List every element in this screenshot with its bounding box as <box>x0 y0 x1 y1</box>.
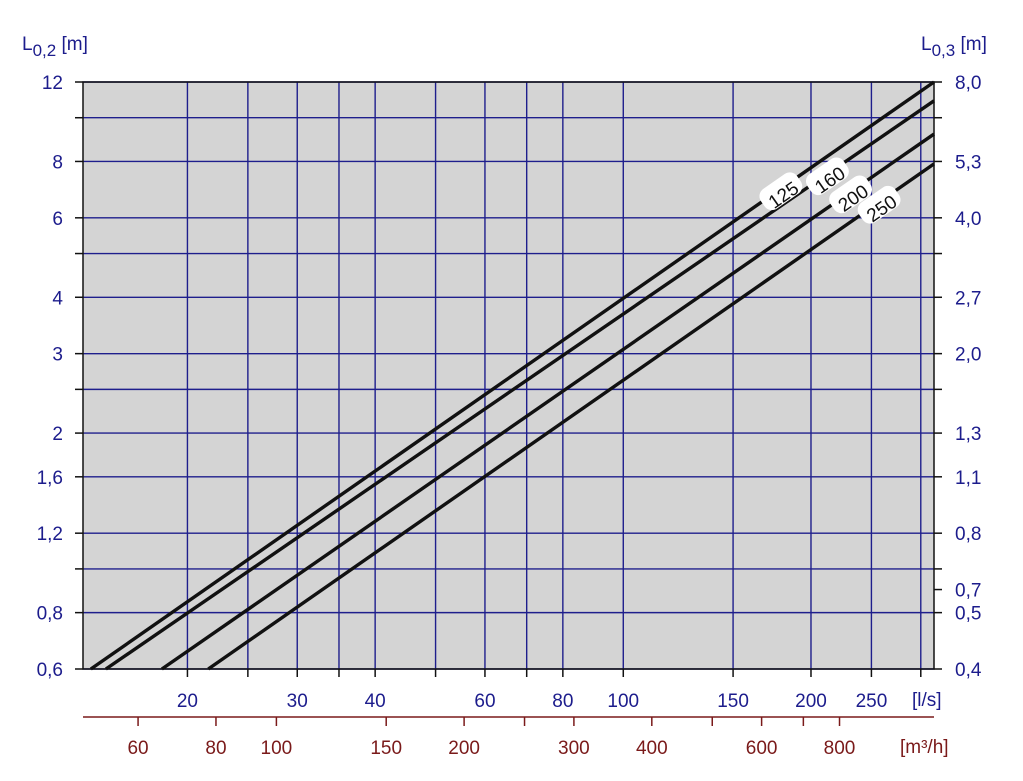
x-tick-label: 20 <box>177 691 198 712</box>
right-tick-label: 5,3 <box>955 152 981 173</box>
left-axis-title: L0,2 [m] <box>22 34 88 60</box>
series-label-bg-125 <box>759 172 803 211</box>
x-tick-label: 250 <box>856 691 888 712</box>
right-axis-symbol: L <box>921 34 932 55</box>
left-tick-label: 2 <box>52 424 63 445</box>
left-axis-subscript: 0,2 <box>33 41 57 60</box>
left-tick-label: 0,8 <box>37 604 63 625</box>
left-axis-symbol: L <box>22 34 33 55</box>
series-line-160 <box>104 99 935 671</box>
x-axis-unit: [l/s] <box>912 690 942 711</box>
series-line-200 <box>160 132 935 671</box>
right-tick-label: 0,7 <box>955 581 981 602</box>
series-line-250 <box>207 162 935 671</box>
right-tick-label: 2,0 <box>955 345 981 366</box>
series-label-bg-160 <box>805 157 849 196</box>
x-tick-label: 40 <box>365 691 386 712</box>
x2-tick-label: 200 <box>448 738 480 759</box>
right-tick-label: 1,3 <box>955 424 981 445</box>
series-label-bg-200 <box>829 175 872 214</box>
right-tick-label: 1,1 <box>955 468 981 489</box>
right-axis-unit: [m] <box>955 34 987 55</box>
right-axis-ticks: 0,4 0,50,7 0,8 1,1 1,3 2,0 2,7 4,0 5,3 8,0 <box>934 73 982 681</box>
right-tick-label: 0,4 <box>955 660 982 681</box>
left-tick-label: 1,2 <box>37 524 63 545</box>
plot-frame <box>82 81 935 670</box>
left-tick-label: 8 <box>52 152 63 173</box>
left-axis-ticks: 0,6 0,8 1,2 1,6 2 3 4 6 8 12 <box>37 73 83 681</box>
right-tick-label: 2,7 <box>955 288 981 309</box>
x2-tick-label: 150 <box>370 738 402 759</box>
x-tick-label: 60 <box>474 691 495 712</box>
series-label-bg-250 <box>857 185 901 224</box>
right-axis-subscript: 0,3 <box>932 41 956 60</box>
x-tick-label: 200 <box>795 691 827 712</box>
left-tick-label: 3 <box>52 345 63 366</box>
bottom-axis-ticks: 20 30 40 60 80 100 150 200 250 <box>177 669 922 712</box>
x2-tick-label: 300 <box>558 738 590 759</box>
x2-axis-unit: [m³/h] <box>900 737 949 758</box>
x2-tick-label: 600 <box>746 738 778 759</box>
x-tick-label: 80 <box>552 691 573 712</box>
series-lines <box>89 80 935 671</box>
x2-tick-label: 400 <box>636 738 668 759</box>
left-tick-label: 4 <box>52 288 63 309</box>
left-tick-label: 6 <box>52 209 63 230</box>
right-tick-label: 8,0 <box>955 73 981 94</box>
x2-tick-label: 60 <box>127 738 148 759</box>
right-tick-label: 0,5 <box>955 604 981 625</box>
x2-tick-label: 80 <box>205 738 226 759</box>
x2-tick-label: 100 <box>261 738 293 759</box>
secondary-x-axis-ticks: 60 80 100 150 200 300 400 600 800 <box>127 717 855 759</box>
right-axis-title: L0,3 [m] <box>921 34 987 60</box>
left-tick-label: 1,6 <box>37 468 63 489</box>
x-tick-label: 30 <box>287 691 308 712</box>
left-tick-label: 0,6 <box>37 660 63 681</box>
right-tick-label: 4,0 <box>955 209 981 230</box>
left-axis-unit: [m] <box>56 34 88 55</box>
x2-tick-label: 800 <box>824 738 856 759</box>
left-tick-label: 12 <box>42 73 63 94</box>
right-tick-label: 0,8 <box>955 524 981 545</box>
x-tick-label: 100 <box>607 691 639 712</box>
x-tick-label: 150 <box>717 691 749 712</box>
